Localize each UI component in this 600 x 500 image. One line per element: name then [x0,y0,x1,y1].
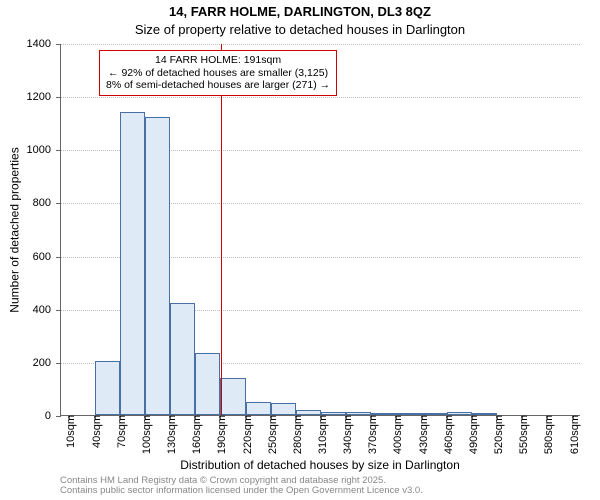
x-tick-label: 100sqm [137,415,153,454]
x-tick-label: 490sqm [464,415,480,454]
chart-title: 14, FARR HOLME, DARLINGTON, DL3 8QZ [0,4,600,19]
y-axis-label: Number of detached properties [8,44,22,416]
histogram-bar [120,112,145,415]
x-tick-label: 430sqm [414,415,430,454]
y-tick-label: 1000 [27,144,61,156]
x-tick-label: 520sqm [489,415,505,454]
annotation-line3: 8% of semi-detached houses are larger (2… [106,79,330,92]
annotation-box: 14 FARR HOLME: 191sqm ← 92% of detached … [99,50,337,96]
x-tick-label: 310sqm [313,415,329,454]
x-tick-label: 370sqm [363,415,379,454]
chart-subtitle: Size of property relative to detached ho… [0,22,600,37]
x-tick-label: 340sqm [338,415,354,454]
gridline [61,44,580,45]
x-tick-label: 70sqm [112,415,128,448]
histogram-bar [246,402,271,415]
x-tick-label: 40sqm [87,415,103,448]
y-tick-label: 600 [33,251,61,263]
annotation-line2: ← 92% of detached houses are smaller (3,… [106,67,330,80]
y-tick-label: 800 [33,197,61,209]
x-tick-label: 460sqm [439,415,455,454]
x-tick-label: 160sqm [187,415,203,454]
y-tick-label: 0 [45,410,61,422]
x-tick-label: 250sqm [263,415,279,454]
plot-area: 020040060080010001200140010sqm40sqm70sqm… [60,44,580,416]
x-tick-label: 10sqm [61,415,77,448]
histogram-bar [95,361,120,415]
x-tick-label: 190sqm [212,415,228,454]
histogram-bar [271,403,296,415]
x-tick-label: 220sqm [238,415,254,454]
histogram-bar [220,378,245,415]
footer-line2: Contains public sector information licen… [60,486,580,496]
marker-line [221,44,222,415]
annotation-line1: 14 FARR HOLME: 191sqm [106,54,330,67]
y-tick-label: 200 [33,357,61,369]
x-tick-label: 550sqm [514,415,530,454]
histogram-bar [170,303,195,415]
chart-container: 14, FARR HOLME, DARLINGTON, DL3 8QZ Size… [0,0,600,500]
histogram-bar [145,117,170,415]
y-tick-label: 400 [33,304,61,316]
footer-text: Contains HM Land Registry data © Crown c… [60,476,580,497]
y-tick-label: 1400 [27,38,61,50]
x-tick-label: 400sqm [388,415,404,454]
x-tick-label: 280sqm [288,415,304,454]
x-tick-label: 130sqm [162,415,178,454]
gridline [61,97,580,98]
x-axis-label: Distribution of detached houses by size … [60,458,580,472]
y-tick-label: 1200 [27,91,61,103]
x-tick-label: 610sqm [565,415,581,454]
x-tick-label: 580sqm [539,415,555,454]
histogram-bar [195,353,220,415]
